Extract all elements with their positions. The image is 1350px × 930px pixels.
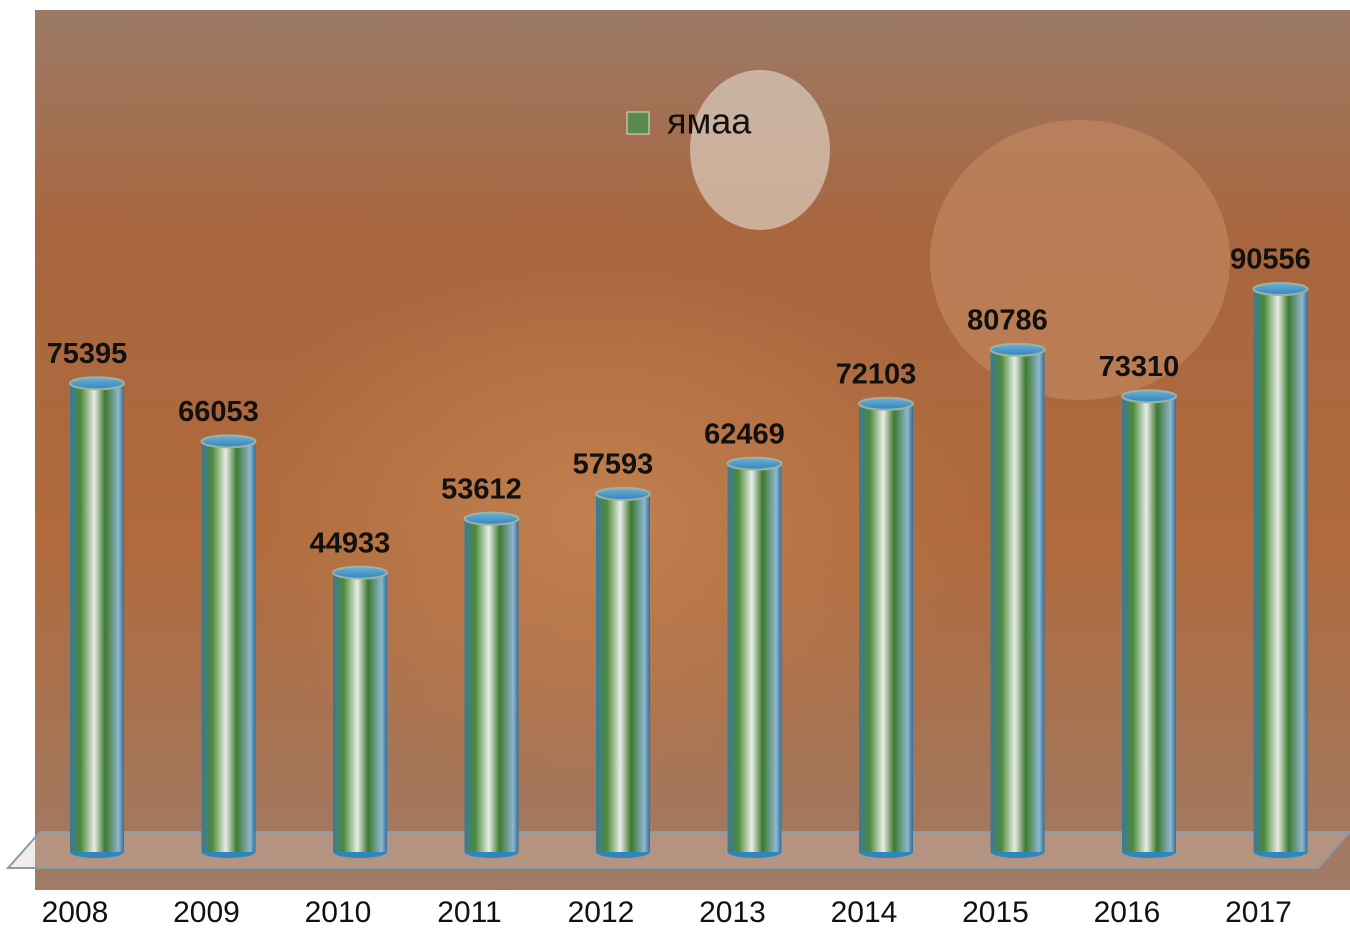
bar xyxy=(1122,396,1176,852)
bar-cap xyxy=(1122,390,1176,402)
bar xyxy=(991,350,1045,852)
bar xyxy=(596,494,650,852)
bar-cap xyxy=(728,458,782,470)
x-tick-label: 2012 xyxy=(568,896,635,929)
x-tick-label: 2013 xyxy=(699,896,766,929)
page: {"chart_data": {"type": "bar", "categori… xyxy=(0,0,1350,930)
x-tick-label: 2011 xyxy=(437,896,502,929)
data-label: 75395 xyxy=(47,338,128,370)
bar xyxy=(859,404,913,852)
data-label: 66053 xyxy=(178,396,259,428)
bar-cap xyxy=(1254,283,1308,295)
data-label: 53612 xyxy=(441,473,522,505)
bar-cap xyxy=(202,435,256,447)
background-photo xyxy=(930,120,1230,400)
data-label: 62469 xyxy=(704,418,785,450)
bar xyxy=(70,383,124,852)
x-tick-label: 2008 xyxy=(42,896,109,929)
bar xyxy=(202,441,256,852)
bar-cap xyxy=(333,567,387,579)
x-tick-label: 2016 xyxy=(1094,896,1161,929)
background-photo xyxy=(690,70,830,230)
bar-cap xyxy=(596,488,650,500)
x-tick-label: 2010 xyxy=(305,896,372,929)
bar-cap xyxy=(465,513,519,525)
bar-cap xyxy=(859,398,913,410)
x-tick-label: 2017 xyxy=(1225,896,1292,929)
data-label: 44933 xyxy=(310,527,391,559)
bar-cap xyxy=(991,344,1045,356)
bar-cap xyxy=(70,377,124,389)
data-label: 90556 xyxy=(1230,244,1311,276)
bar xyxy=(728,464,782,852)
bar xyxy=(1254,289,1308,852)
x-tick-label: 2015 xyxy=(962,896,1029,929)
x-tick-label: 2014 xyxy=(831,896,898,929)
data-label: 73310 xyxy=(1099,351,1180,383)
bar xyxy=(333,573,387,852)
data-label: 57593 xyxy=(573,449,654,481)
data-label: 80786 xyxy=(967,304,1048,336)
legend-label: ямаа xyxy=(667,101,752,142)
chart: ямаа 2008 75395 2009 66053 2010 44933 2011 5361… xyxy=(0,0,1350,930)
legend-swatch xyxy=(627,112,649,134)
bar xyxy=(465,519,519,852)
x-tick-label: 2009 xyxy=(173,896,240,929)
data-label: 72103 xyxy=(836,358,917,390)
